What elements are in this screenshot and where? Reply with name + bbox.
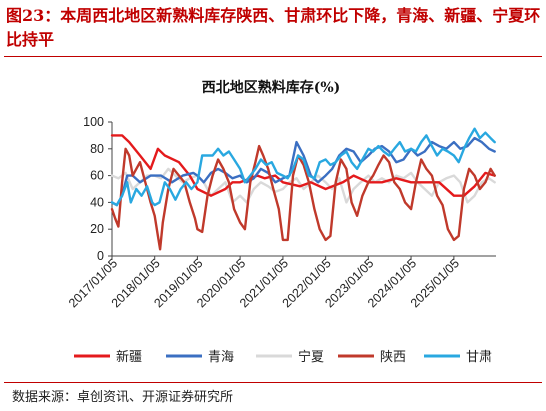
legend: 新疆 青海 宁夏 陕西 甘肃 (74, 349, 492, 365)
y-tick-label: 80 (90, 142, 104, 156)
series-line-陕西 (110, 144, 496, 251)
legend-label-宁夏: 宁夏 (298, 349, 324, 365)
legend-label-陕西: 陕西 (380, 350, 406, 365)
y-tick-label: 20 (90, 222, 104, 236)
plot-area: 0204060801002017/01/052018/01/052019/01/… (66, 115, 496, 310)
y-tick-label: 60 (90, 169, 104, 183)
title-underline (4, 56, 542, 57)
legend-label-甘肃: 甘肃 (466, 350, 492, 365)
series-line-甘肃 (110, 127, 496, 207)
source-divider (4, 382, 542, 383)
legend-label-新疆: 新疆 (116, 349, 142, 365)
legend-label-青海: 青海 (208, 350, 234, 365)
y-tick-label: 100 (83, 115, 104, 129)
source-note: 数据来源：卓创资讯、开源证券研究所 (12, 390, 234, 405)
y-tick-label: 0 (97, 249, 104, 263)
chart-title: 西北地区熟料库存(%) (202, 79, 341, 96)
series-line-宁夏 (110, 167, 496, 204)
figure-title: 图23：本周西北地区新熟料库存陕西、甘肃环比下降，青海、新疆、宁夏环比持平 (6, 6, 541, 49)
y-tick-label: 40 (90, 195, 104, 209)
